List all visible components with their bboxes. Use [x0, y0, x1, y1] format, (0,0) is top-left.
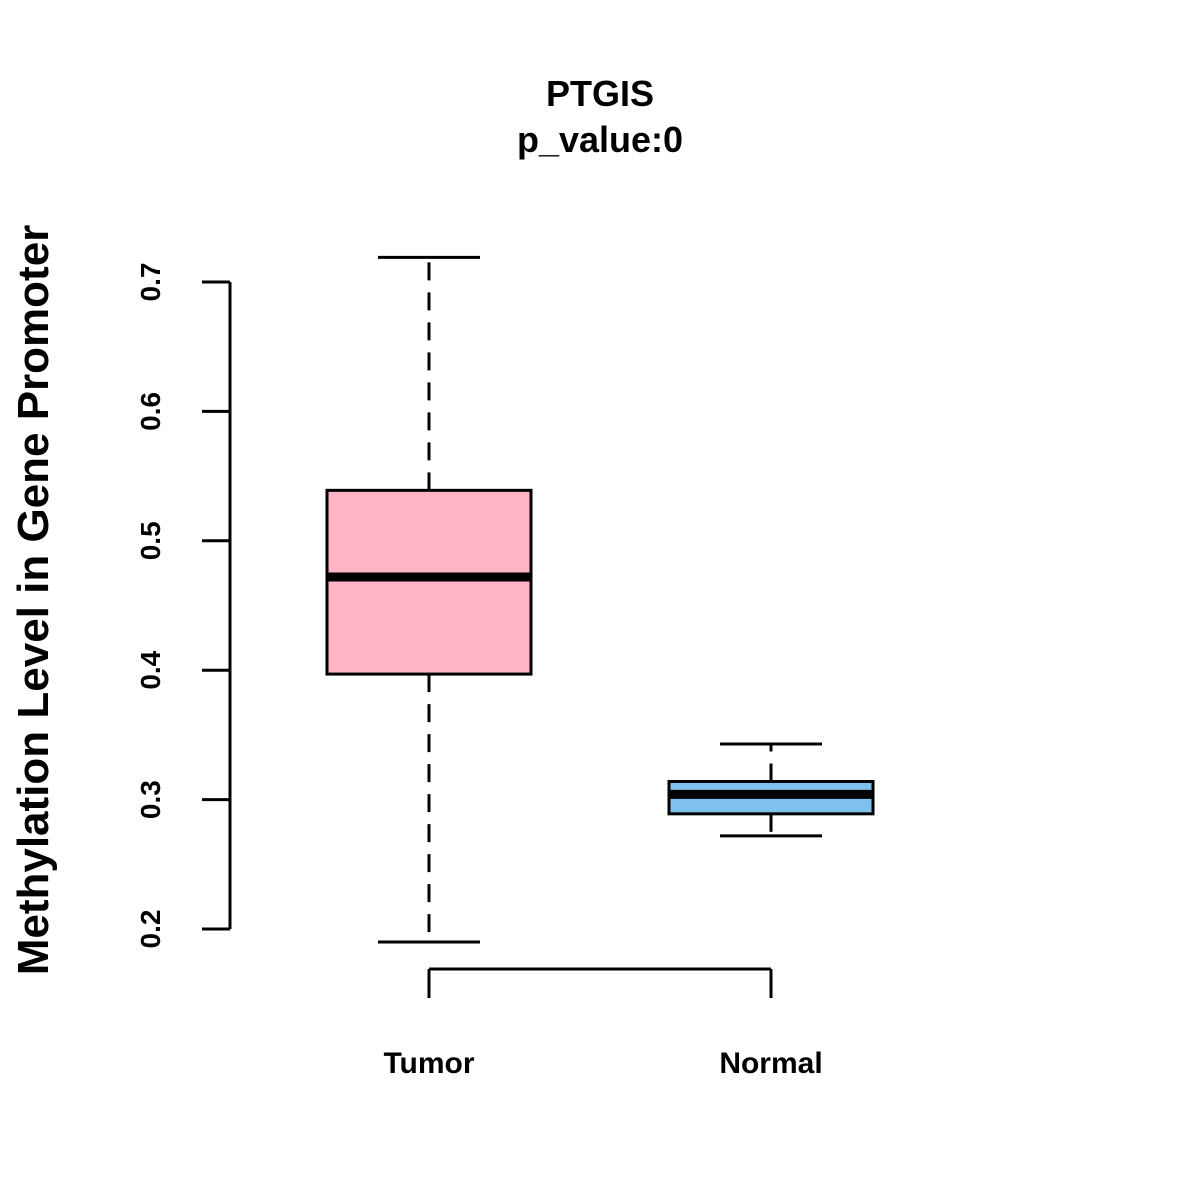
y-tick-label: 0.4: [135, 650, 166, 689]
y-tick-label: 0.7: [135, 263, 166, 302]
box-normal: [667, 742, 875, 838]
y-axis-label: Methylation Level in Gene Promoter: [9, 225, 58, 976]
y-tick-label: 0.2: [135, 910, 166, 949]
chart-title: PTGIS: [546, 73, 654, 114]
y-tick-label: 0.6: [135, 392, 166, 431]
y-tick-label: 0.5: [135, 521, 166, 560]
iqr-box-tumor: [325, 488, 533, 676]
y-axis: 0.2 0.3 0.4 0.5 0.6 0.7: [135, 263, 232, 949]
x-category-label-tumor: Tumor: [383, 1047, 474, 1080]
box-group: [325, 255, 875, 944]
box-tumor: [325, 255, 533, 944]
x-category-label-normal: Normal: [719, 1047, 822, 1080]
y-tick-label: 0.3: [135, 780, 166, 819]
x-axis: Tumor Normal: [383, 967, 823, 1080]
chart-subtitle: p_value:0: [517, 119, 683, 160]
